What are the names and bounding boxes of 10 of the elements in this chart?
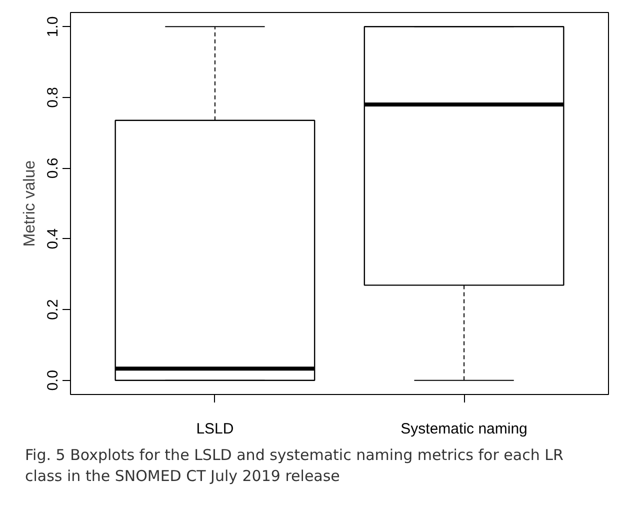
y-tick-label: 0.4: [44, 228, 62, 250]
y-tick-label: 1.0: [44, 16, 62, 38]
y-tick-label: 0.2: [44, 299, 62, 320]
y-axis-title: Metric value: [22, 160, 38, 247]
x-tick-label: LSLD: [196, 420, 234, 438]
y-tick-label: 0.8: [44, 86, 62, 108]
y-tick-label: 0.6: [44, 158, 62, 179]
x-tick-label: Systematic naming: [400, 420, 528, 438]
caption: Fig. 5 Boxplots for the LSLD and systematic naming metrics for each LR class in the SNOMED CT July 2019 release: [25, 445, 564, 488]
y-tick-label: 0.0: [44, 370, 62, 391]
